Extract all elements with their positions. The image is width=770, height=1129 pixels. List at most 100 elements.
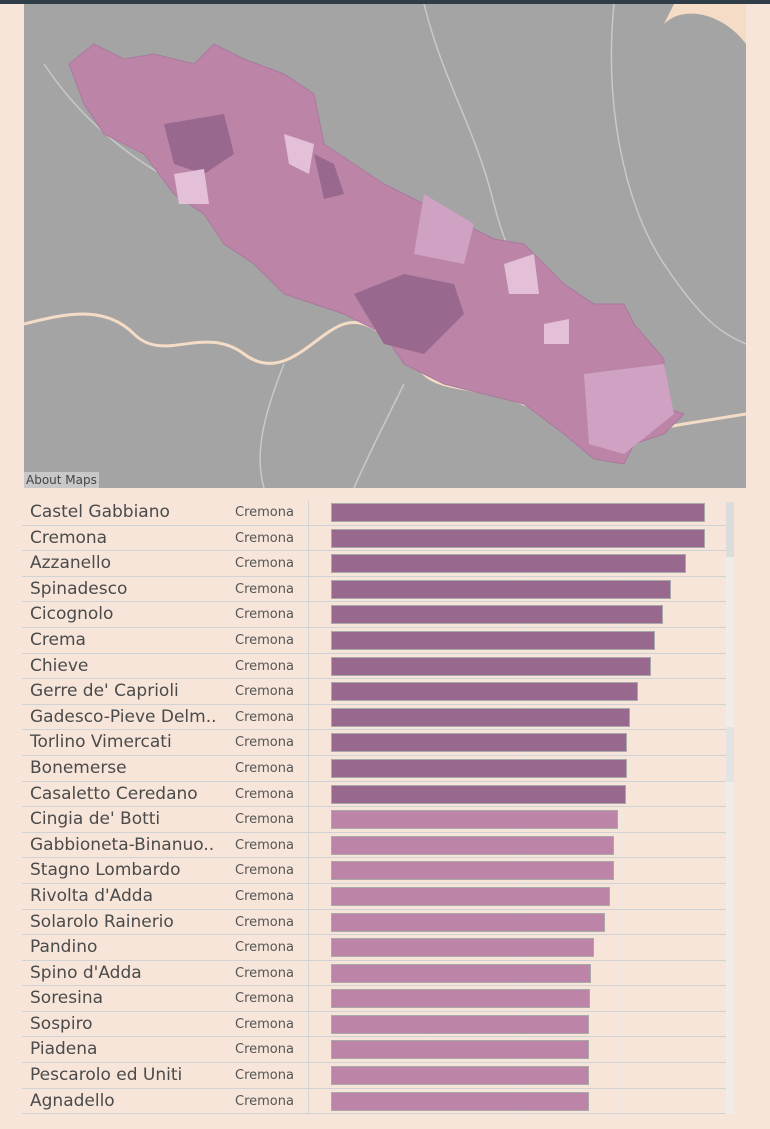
value-bar[interactable] — [331, 784, 627, 804]
value-bar[interactable] — [331, 989, 590, 1009]
value-bar[interactable] — [331, 707, 631, 727]
value-bar[interactable] — [331, 758, 628, 778]
map-view[interactable]: About Maps — [24, 4, 746, 488]
scrollbar-thumb[interactable] — [726, 502, 734, 557]
value-bar[interactable] — [331, 912, 606, 932]
table-row[interactable]: Rivolta d'Adda Cremona — [22, 884, 734, 910]
value-bar[interactable] — [331, 1040, 589, 1060]
value-bar[interactable] — [331, 554, 687, 574]
province-name: Cremona — [235, 607, 294, 623]
table-row[interactable]: Cingia de' Botti Cremona — [22, 807, 734, 833]
value-bar[interactable] — [331, 656, 652, 676]
value-bar[interactable] — [331, 1091, 589, 1111]
value-bar[interactable] — [331, 579, 671, 599]
table-row[interactable]: Casaletto Ceredano Cremona — [22, 782, 734, 808]
value-bar[interactable] — [331, 503, 706, 522]
value-bar[interactable] — [331, 1066, 589, 1086]
municipality-name: Cicognolo — [30, 604, 114, 625]
province-name: Cremona — [235, 505, 294, 520]
table-row[interactable]: Cremona Cremona — [22, 526, 734, 552]
table-row[interactable]: Solarolo Rainerio Cremona — [22, 910, 734, 936]
table-row[interactable]: Sospiro Cremona — [22, 1012, 734, 1038]
province-name: Cremona — [235, 940, 294, 956]
table-row[interactable]: Gabbioneta-Binanuo.. Cremona — [22, 833, 734, 859]
municipality-name: Chieve — [30, 655, 89, 676]
province-name: Cremona — [235, 735, 294, 751]
ranking-table: Castel Gabbiano Cremona Cremona Cremona … — [22, 500, 734, 1115]
value-bar[interactable] — [331, 528, 706, 548]
table-row[interactable]: Pescarolo ed Uniti Cremona — [22, 1063, 734, 1089]
province-name: Cremona — [235, 632, 294, 648]
municipality-name: Soresina — [30, 988, 104, 1009]
scrollbar[interactable] — [726, 502, 734, 1114]
province-name: Cremona — [235, 1068, 294, 1084]
municipality-name: Spinadesco — [30, 578, 128, 599]
table-row[interactable]: Torlino Vimercati Cremona — [22, 730, 734, 756]
province-name: Cremona — [235, 786, 294, 802]
municipality-name: Cremona — [30, 527, 108, 548]
province-name: Cremona — [235, 991, 294, 1007]
gridline — [620, 500, 621, 1118]
municipality-name: Cingia de' Botti — [30, 809, 161, 830]
province-name: Cremona — [235, 888, 294, 904]
municipality-name: Bonemerse — [30, 757, 127, 778]
province-name: Cremona — [235, 812, 294, 828]
municipality-name: Gadesco-Pieve Delm.. — [30, 706, 217, 727]
table-row[interactable]: Spinadesco Cremona — [22, 577, 734, 603]
table-row[interactable]: Agnadello Cremona — [22, 1089, 734, 1115]
value-bar[interactable] — [331, 605, 663, 625]
province-name: Cremona — [235, 1093, 294, 1109]
table-row[interactable]: Spino d'Adda Cremona — [22, 961, 734, 987]
province-name: Cremona — [235, 709, 294, 725]
municipality-name: Crema — [30, 629, 86, 650]
value-bar[interactable] — [331, 1014, 589, 1034]
table-row[interactable]: Chieve Cremona — [22, 654, 734, 680]
province-name: Cremona — [235, 837, 294, 853]
province-name: Cremona — [235, 760, 294, 776]
value-bar[interactable] — [331, 861, 614, 881]
table-row[interactable]: Piadena Cremona — [22, 1037, 734, 1064]
table-row[interactable]: Cicognolo Cremona — [22, 602, 734, 628]
province-name: Cremona — [235, 1016, 294, 1032]
top-bar — [0, 0, 770, 4]
map-canvas[interactable] — [24, 4, 746, 488]
value-bar[interactable] — [331, 810, 618, 830]
province-name: Cremona — [235, 1042, 294, 1058]
province-name: Cremona — [235, 965, 294, 981]
table-row[interactable]: Stagno Lombardo Cremona — [22, 858, 734, 884]
table-row[interactable]: Castel Gabbiano Cremona — [22, 500, 734, 526]
municipality-name: Rivolta d'Adda — [30, 885, 154, 906]
municipality-name: Gabbioneta-Binanuo.. — [30, 834, 215, 855]
gridline — [427, 500, 428, 1118]
municipality-name: Agnadello — [30, 1090, 115, 1111]
table-row[interactable]: Bonemerse Cremona — [22, 756, 734, 782]
table-row[interactable]: Soresina Cremona — [22, 986, 734, 1012]
value-bar[interactable] — [331, 938, 595, 958]
table-row[interactable]: Crema Cremona — [22, 628, 734, 654]
value-bar[interactable] — [331, 963, 591, 983]
value-bar[interactable] — [331, 835, 614, 855]
scrollbar-thumb-secondary[interactable] — [726, 727, 734, 782]
table-row[interactable]: Gerre de' Caprioli Cremona — [22, 679, 734, 705]
municipality-name: Piadena — [30, 1039, 98, 1060]
gridline — [717, 500, 718, 1118]
municipality-name: Stagno Lombardo — [30, 860, 181, 881]
value-bar[interactable] — [331, 682, 638, 702]
municipality-name: Solarolo Rainerio — [30, 911, 174, 932]
municipality-name: Torlino Vimercati — [30, 732, 172, 753]
about-maps-link[interactable]: About Maps — [24, 472, 99, 488]
axis-line — [308, 500, 309, 1115]
municipality-name: Sospiro — [30, 1013, 93, 1034]
value-bar[interactable] — [331, 630, 656, 650]
table-row[interactable]: Gadesco-Pieve Delm.. Cremona — [22, 705, 734, 731]
province-name: Cremona — [235, 684, 294, 700]
municipality-name: Gerre de' Caprioli — [30, 681, 179, 702]
value-bar[interactable] — [331, 733, 628, 753]
table-row[interactable]: Azzanello Cremona — [22, 551, 734, 577]
province-name: Cremona — [235, 914, 294, 930]
value-bar[interactable] — [331, 886, 610, 906]
province-name: Cremona — [235, 556, 294, 572]
province-name: Cremona — [235, 863, 294, 879]
table-row[interactable]: Pandino Cremona — [22, 935, 734, 961]
province-name: Cremona — [235, 658, 294, 674]
